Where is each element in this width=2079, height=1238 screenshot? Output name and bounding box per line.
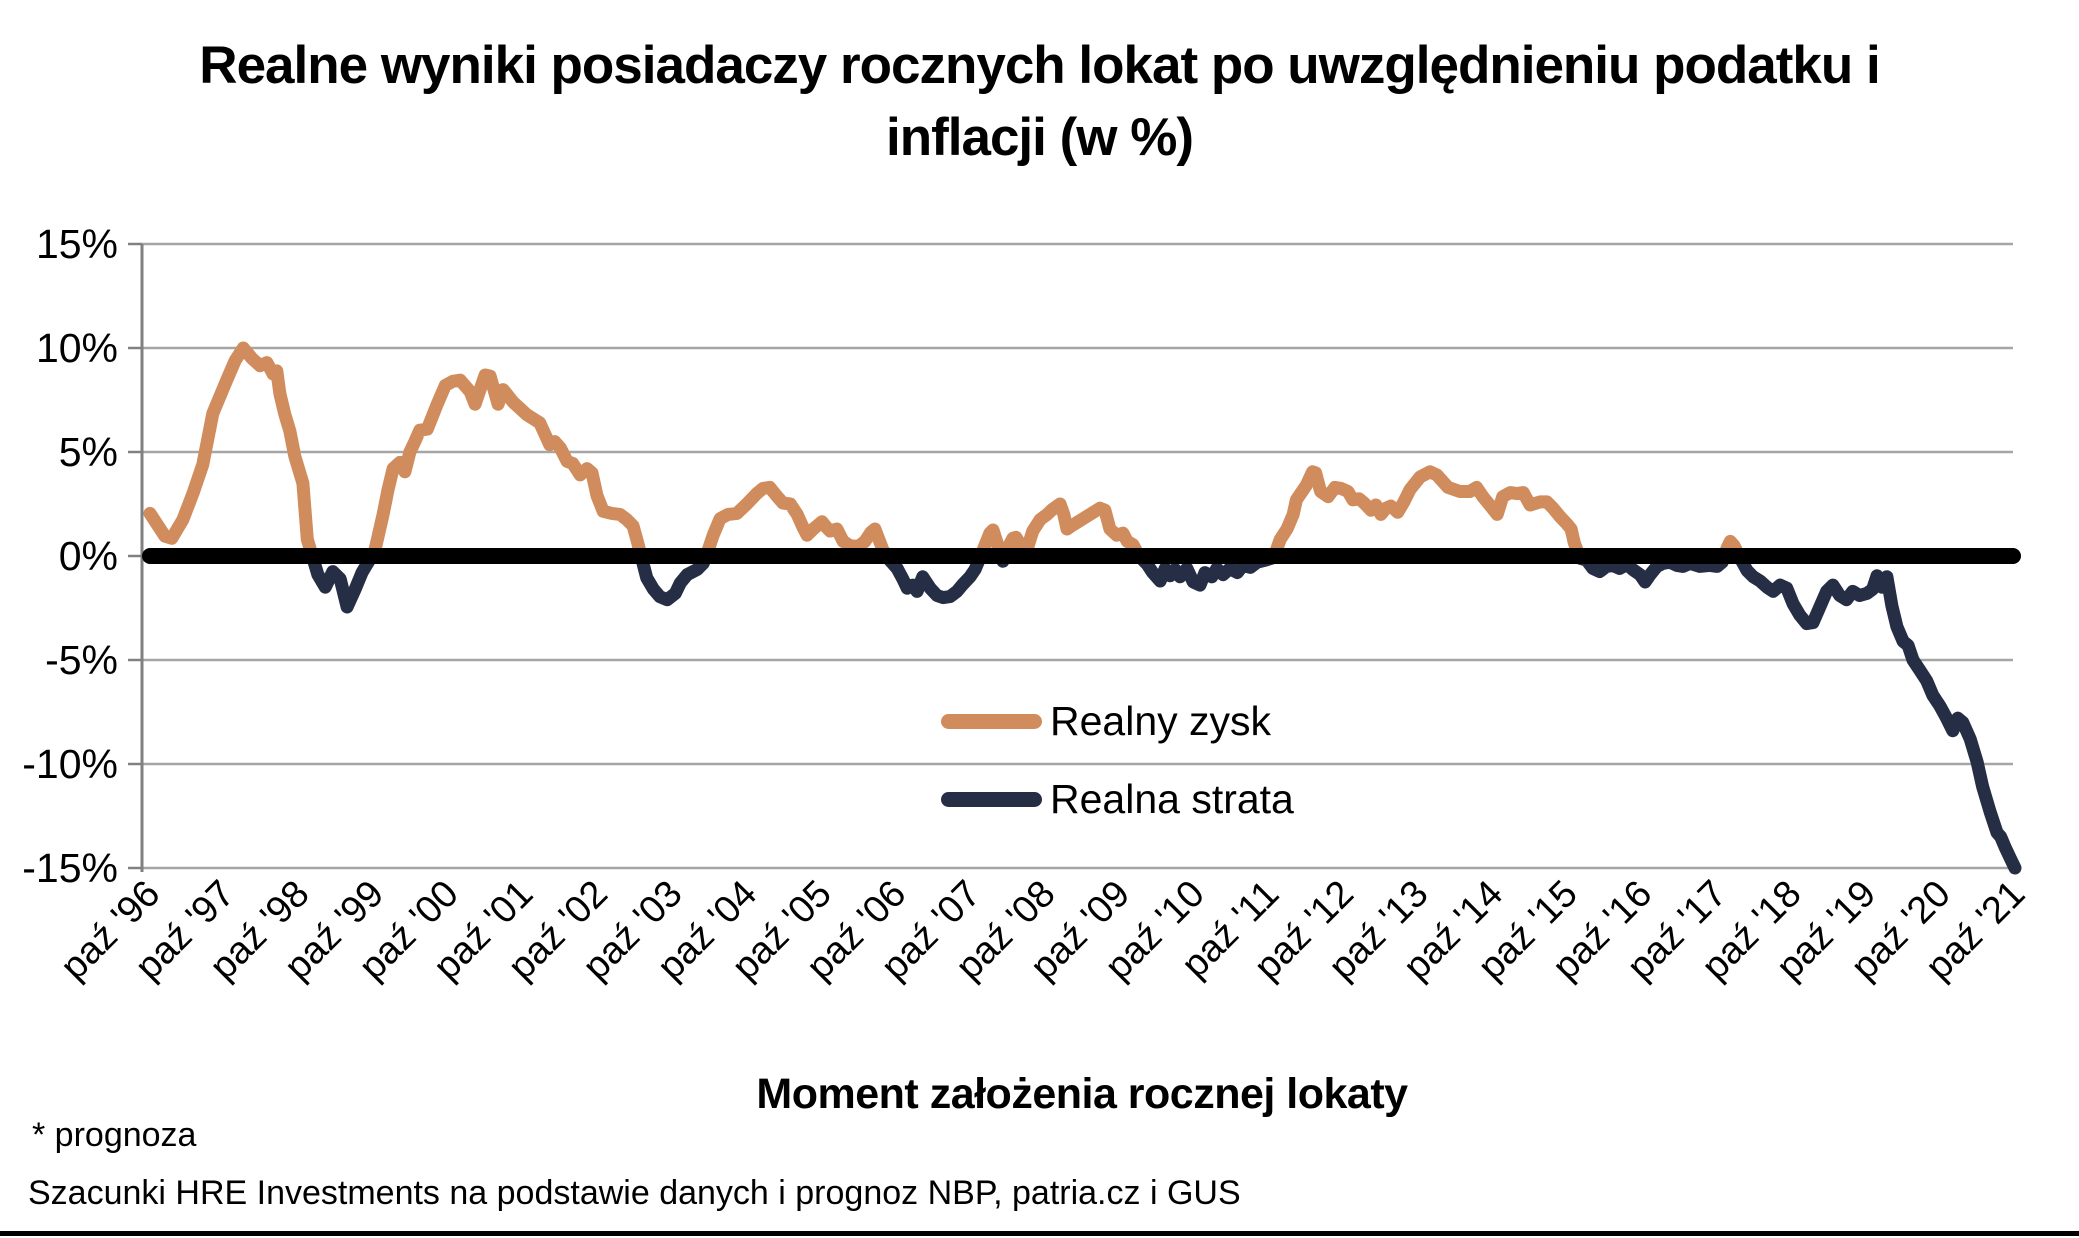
legend-swatch-loss-line [941,791,1042,807]
legend: Realny zysk Realna strata [941,699,1294,821]
footnote-forecast: * prognoza [32,1116,197,1154]
legend-label-loss: Realna strata [1050,776,1294,822]
bottom-border-line [0,1231,2079,1236]
y-tick-label-15%: 15% [36,221,118,267]
y-tick-label--10%: -10% [22,741,118,787]
y-tick-label-5%: 5% [59,429,118,475]
y-tick-label-10%: 10% [36,325,118,371]
legend-item-realna-strata: Realna strata [941,777,1294,821]
y-tick-label-0%: 0% [59,533,118,579]
chart-title: Realne wyniki posiadaczy rocznych lokat … [0,30,2079,174]
footnote-source: Szacunki HRE Investments na podstawie da… [28,1174,1241,1212]
chart-title-line1: Realne wyniki posiadaczy rocznych lokat … [199,36,1880,95]
x-axis-title: Moment założenia rocznej lokaty [756,1070,1408,1118]
legend-swatch-profit-line [941,713,1042,729]
y-tick-label--5%: -5% [45,637,118,683]
y-tick-label--15%: -15% [22,845,118,891]
legend-label-profit: Realny zysk [1050,698,1272,744]
chart-title-line2: inflacji (w %) [886,108,1194,167]
legend-item-realny-zysk: Realny zysk [941,699,1294,743]
